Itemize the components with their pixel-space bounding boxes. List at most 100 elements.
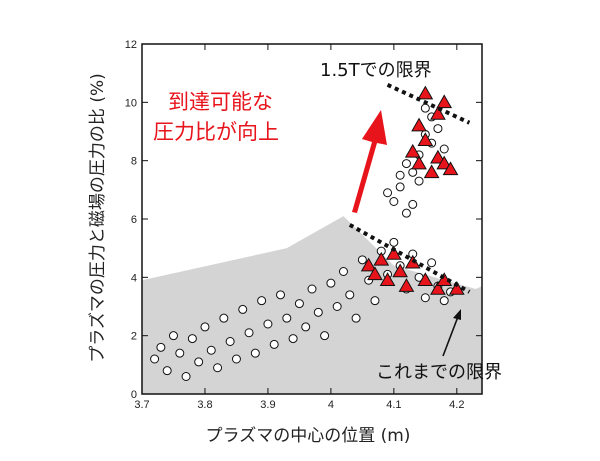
triangle-point (442, 161, 459, 176)
triangle-point (398, 278, 415, 292)
circle-series (150, 103, 456, 381)
scatter-point (175, 348, 185, 358)
scatter-point (427, 258, 437, 268)
triangle-point (417, 85, 434, 100)
triangle-point (436, 155, 453, 170)
triangle-point (411, 117, 427, 132)
x-tick-label: 4 (328, 399, 334, 411)
scatter-point (294, 299, 304, 309)
scatter-point (162, 366, 172, 376)
triangle-point (448, 280, 465, 295)
x-tick-label: 4.2 (449, 399, 464, 411)
triangle-point (436, 94, 453, 109)
x-tick-label: 3.8 (197, 399, 212, 411)
scatter-point (282, 313, 292, 323)
triangle-point (379, 272, 396, 286)
annotation-limit-previous: これまでの限界 (376, 362, 502, 383)
scatter-point (276, 290, 286, 300)
scatter-point (187, 334, 197, 344)
triangle-point (430, 105, 446, 120)
shaded-region (142, 216, 482, 394)
triangle-point (417, 272, 434, 286)
pointer-arrowhead (453, 309, 461, 320)
triangle-point (430, 149, 446, 164)
x-tick-label: 3.9 (260, 399, 275, 411)
scatter-point (257, 296, 267, 306)
scatter-point (389, 197, 399, 206)
limit-line (386, 83, 471, 125)
scatter-point (395, 182, 405, 192)
increase-arrow (352, 110, 387, 213)
scatter-point (433, 124, 443, 134)
scatter-point (401, 159, 411, 169)
y-tick-label: 6 (131, 214, 137, 226)
scatter-point (206, 345, 216, 355)
triangle-point (430, 280, 446, 295)
triangle-point (404, 143, 421, 158)
scatter-point (307, 284, 317, 294)
scatter-point (219, 313, 229, 323)
scatter-point (250, 348, 260, 358)
y-tick-label: 0 (131, 389, 137, 401)
y-tick-label: 2 (131, 331, 137, 343)
scatter-point (301, 322, 311, 332)
scatter-point (244, 328, 254, 338)
scatter-point (408, 199, 418, 209)
scatter-point (225, 337, 235, 346)
scatter-point (150, 354, 160, 364)
triangle-point (417, 132, 434, 146)
shaded-area (142, 216, 482, 394)
annotation-red-line2: 圧力比が向上 (153, 120, 279, 144)
scatter-point (420, 293, 430, 303)
scatter-point (408, 167, 418, 177)
scatter-point (420, 103, 430, 113)
x-tick-label: 4.1 (386, 399, 401, 411)
triangle-point (411, 155, 427, 170)
triangle-point (385, 245, 402, 260)
scatter-point (194, 357, 204, 367)
x-axis-label: プラズマの中心の位置 (m) (206, 426, 411, 446)
scatter-point (231, 354, 241, 364)
scatter-point (181, 372, 191, 381)
scatter-point (238, 304, 248, 314)
y-tick-label: 12 (125, 39, 137, 51)
scatter-point (389, 237, 399, 247)
scatter-point (269, 339, 279, 349)
y-tick-label: 4 (131, 272, 137, 284)
scatter-point (414, 176, 424, 186)
scatter-point (200, 322, 210, 332)
annotation-limit-15T: 1.5Tでの限界 (320, 60, 432, 81)
scatter-point (332, 302, 342, 311)
ticks: 3.7 3.8 3.9 4 4.1 4.2 0 2 4 6 8 10 12 (125, 39, 482, 411)
y-axis-label: プラズマの圧力と磁場の圧力の比 (%) (88, 73, 108, 362)
scatter-point (326, 278, 336, 288)
scatter-point (168, 331, 178, 341)
y-tick-label: 10 (125, 97, 137, 109)
scatter-point (156, 342, 166, 352)
limit-lines (348, 83, 471, 294)
scatter-point (345, 290, 355, 300)
x-tick-label: 3.7 (134, 399, 149, 411)
scatter-point (395, 170, 405, 180)
triangle-point (373, 251, 390, 266)
scatter-point (357, 255, 367, 265)
scatter-point (439, 144, 449, 154)
pointer-arrow (442, 313, 460, 357)
scatter-point (288, 334, 298, 344)
limit-line (348, 223, 471, 294)
scatter-point (370, 296, 380, 306)
scatter-point (439, 296, 449, 306)
scatter-point (383, 188, 393, 198)
y-tick-label: 8 (131, 156, 137, 168)
scatter-point (401, 208, 411, 218)
triangle-point (360, 257, 377, 272)
triangle-point (367, 266, 383, 281)
scatter-point (320, 331, 330, 341)
triangle-series (360, 85, 465, 295)
scatter-point (338, 267, 348, 276)
scatter-point (263, 319, 273, 329)
triangle-point (423, 164, 440, 179)
triangle-point (392, 263, 409, 278)
scatter-point (313, 307, 323, 317)
